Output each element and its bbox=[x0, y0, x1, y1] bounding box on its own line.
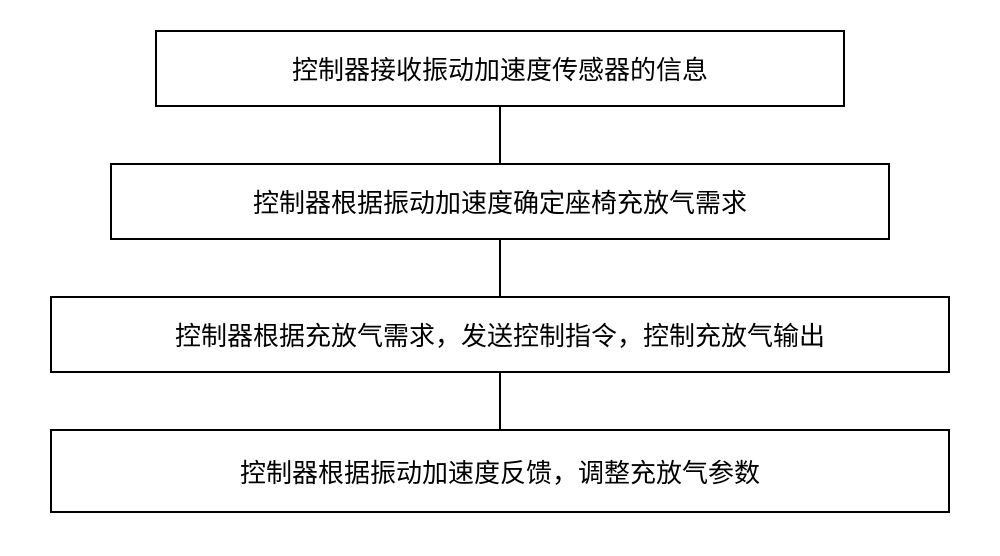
flow-node-1-text: 控制器接收振动加速度传感器的信息 bbox=[292, 50, 708, 87]
flow-node-4: 控制器根据振动加速度反馈，调整充放气参数 bbox=[50, 429, 950, 513]
flow-edge-3 bbox=[499, 373, 501, 429]
flow-node-2: 控制器根据振动加速度确定座椅充放气需求 bbox=[110, 163, 890, 240]
flow-node-3: 控制器根据充放气需求，发送控制指令，控制充放气输出 bbox=[50, 296, 950, 373]
flowchart-container: 控制器接收振动加速度传感器的信息 控制器根据振动加速度确定座椅充放气需求 控制器… bbox=[0, 30, 1000, 513]
flow-node-4-text: 控制器根据振动加速度反馈，调整充放气参数 bbox=[240, 453, 760, 490]
flow-node-2-text: 控制器根据振动加速度确定座椅充放气需求 bbox=[253, 183, 747, 220]
flow-edge-2 bbox=[499, 240, 501, 296]
flow-edge-1 bbox=[499, 107, 501, 163]
flow-node-1: 控制器接收振动加速度传感器的信息 bbox=[155, 30, 845, 107]
flow-node-3-text: 控制器根据充放气需求，发送控制指令，控制充放气输出 bbox=[175, 316, 825, 353]
